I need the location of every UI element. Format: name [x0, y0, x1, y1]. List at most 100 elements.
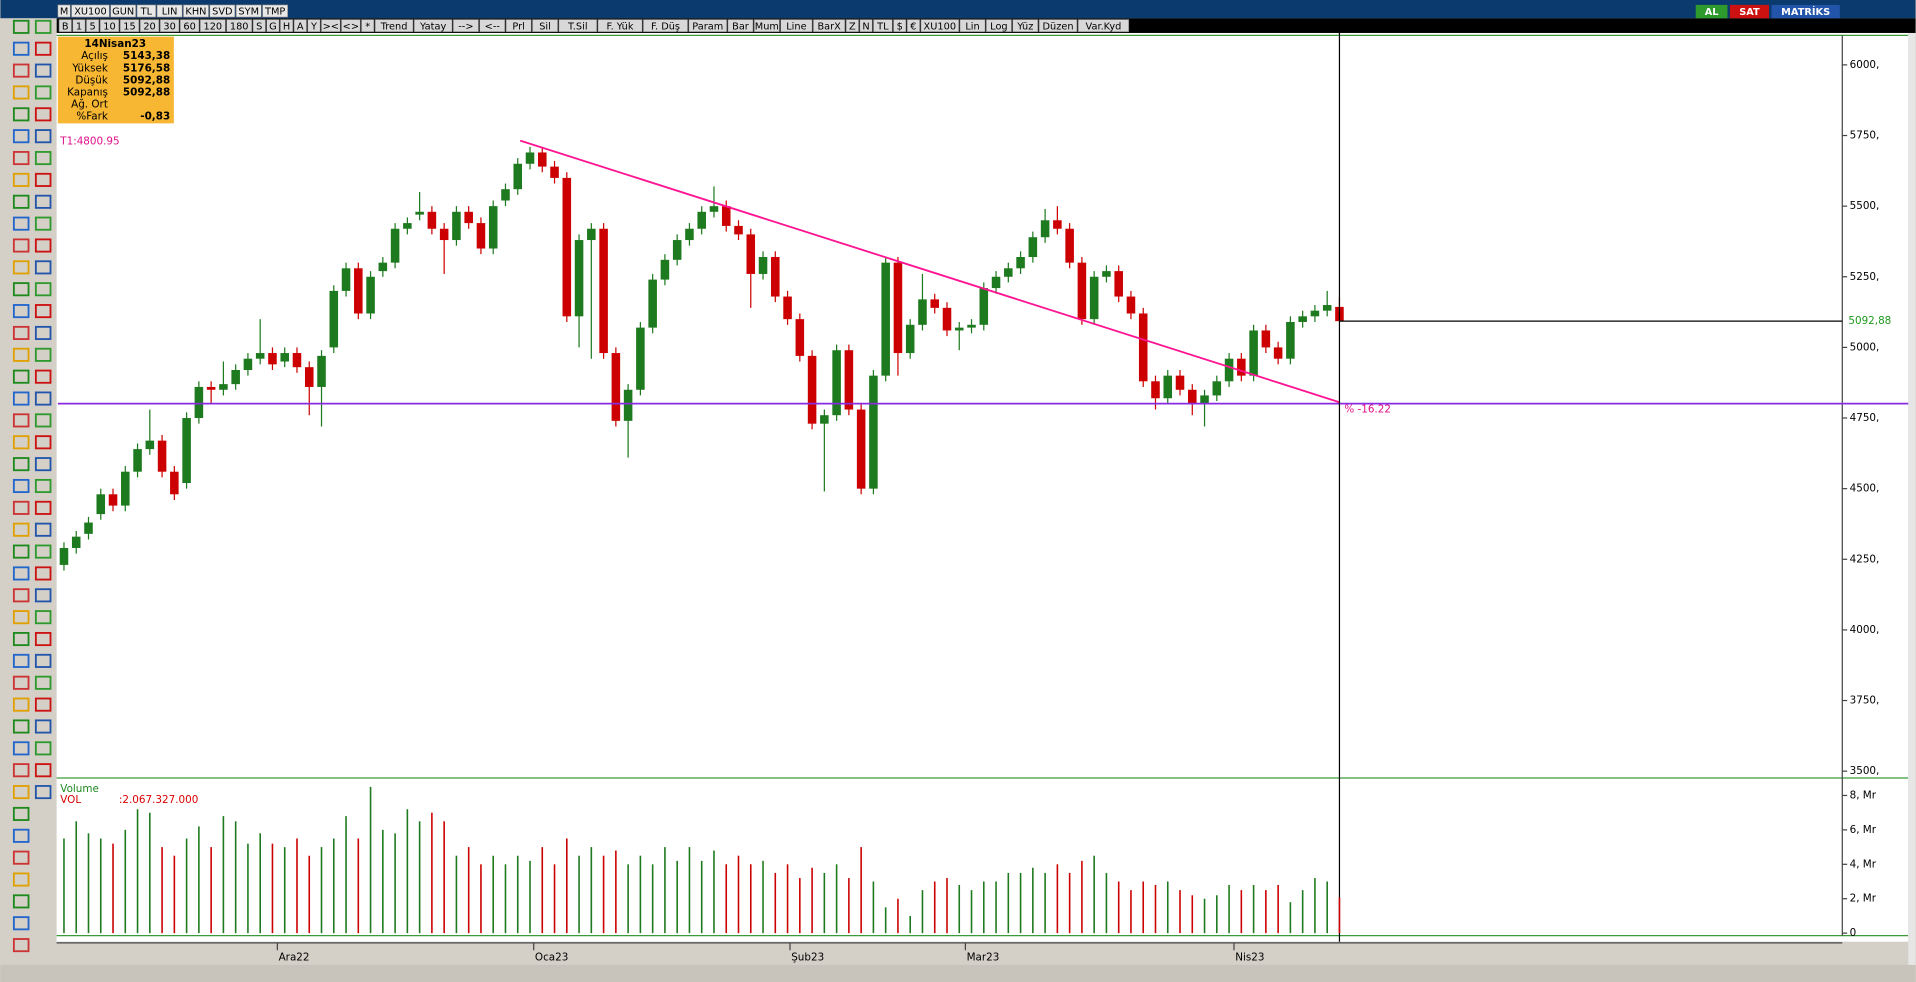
- tool-icon[interactable]: [34, 282, 52, 297]
- tool-icon[interactable]: [34, 632, 52, 647]
- tool-icon[interactable]: [34, 697, 52, 712]
- toolbar-button[interactable]: [57, 4, 71, 18]
- tool-icon[interactable]: [34, 719, 52, 734]
- tool-icon[interactable]: [12, 850, 30, 865]
- toolbar-button[interactable]: [183, 4, 209, 18]
- toolbar-button[interactable]: [110, 4, 137, 18]
- tool-icon[interactable]: [12, 697, 30, 712]
- toolbar-button[interactable]: [1012, 19, 1039, 33]
- toolbar-button[interactable]: [986, 19, 1012, 33]
- toolbar-button[interactable]: [873, 19, 893, 33]
- tool-icon[interactable]: [34, 85, 52, 100]
- toolbar-button[interactable]: [727, 19, 754, 33]
- tool-icon[interactable]: [12, 85, 30, 100]
- tool-icon[interactable]: [12, 675, 30, 690]
- tool-icon[interactable]: [34, 675, 52, 690]
- toolbar-button[interactable]: [139, 19, 160, 33]
- toolbar-button[interactable]: [226, 19, 253, 33]
- tool-icon[interactable]: [34, 304, 52, 319]
- toolbar-button[interactable]: [906, 19, 920, 33]
- tool-icon[interactable]: [12, 806, 30, 821]
- toolbar-button[interactable]: [859, 19, 873, 33]
- toolbar-button[interactable]: [136, 4, 157, 18]
- tool-icon[interactable]: [12, 938, 30, 953]
- toolbar-button[interactable]: [341, 19, 361, 33]
- toolbar-button[interactable]: [307, 19, 321, 33]
- toolbar-button[interactable]: [1038, 19, 1078, 33]
- toolbar-button[interactable]: [453, 19, 479, 33]
- toolbar-button[interactable]: [597, 19, 643, 33]
- tool-icon[interactable]: [34, 151, 52, 166]
- tool-icon[interactable]: [12, 457, 30, 472]
- tool-icon[interactable]: [12, 325, 30, 340]
- tool-icon[interactable]: [12, 194, 30, 209]
- toolbar-button[interactable]: [780, 19, 813, 33]
- toolbar-button[interactable]: [99, 19, 120, 33]
- tool-icon[interactable]: [34, 172, 52, 187]
- tool-icon[interactable]: [34, 763, 52, 778]
- tool-icon[interactable]: [12, 632, 30, 647]
- tool-icon[interactable]: [34, 63, 52, 78]
- tool-icon[interactable]: [34, 347, 52, 362]
- tool-icon[interactable]: [34, 107, 52, 122]
- toolbar-button[interactable]: [361, 19, 375, 33]
- toolbar-button[interactable]: [558, 19, 598, 33]
- toolbar-button[interactable]: [413, 19, 453, 33]
- tool-icon[interactable]: [12, 19, 30, 34]
- toolbar-button[interactable]: [262, 4, 289, 18]
- tool-icon[interactable]: [34, 457, 52, 472]
- tool-icon[interactable]: [34, 741, 52, 756]
- tool-icon[interactable]: [12, 828, 30, 843]
- toolbar-button[interactable]: [266, 19, 280, 33]
- tool-icon[interactable]: [34, 194, 52, 209]
- tool-icon[interactable]: [34, 522, 52, 537]
- tool-icon[interactable]: [34, 588, 52, 603]
- toolbar-button[interactable]: [199, 19, 226, 33]
- toolbar-button[interactable]: [321, 19, 341, 33]
- toolbar-button[interactable]: [374, 19, 414, 33]
- tool-icon[interactable]: [12, 129, 30, 144]
- tool-icon[interactable]: [34, 566, 52, 581]
- toolbar-button[interactable]: [86, 19, 100, 33]
- toolbar-button[interactable]: [119, 19, 140, 33]
- tool-icon[interactable]: [34, 610, 52, 625]
- toolbar-button[interactable]: [753, 19, 780, 33]
- tool-icon[interactable]: [34, 435, 52, 450]
- toolbar-button[interactable]: [959, 19, 986, 33]
- tool-icon[interactable]: [12, 347, 30, 362]
- tool-icon[interactable]: [12, 260, 30, 275]
- toolbar-button[interactable]: [252, 19, 266, 33]
- tool-icon[interactable]: [12, 478, 30, 494]
- tool-icon[interactable]: [12, 544, 30, 559]
- toolbar-button[interactable]: [479, 19, 506, 33]
- tool-icon[interactable]: [12, 369, 30, 384]
- toolbar-button[interactable]: [643, 19, 688, 33]
- toolbar-button[interactable]: [1695, 4, 1728, 19]
- tool-icon[interactable]: [12, 304, 30, 319]
- tool-icon[interactable]: [12, 413, 30, 428]
- tool-icon[interactable]: [12, 391, 30, 406]
- toolbar-button[interactable]: [1077, 19, 1130, 33]
- tool-icon[interactable]: [12, 785, 30, 800]
- tool-icon[interactable]: [34, 369, 52, 384]
- toolbar-button[interactable]: [893, 19, 907, 33]
- tool-icon[interactable]: [34, 41, 52, 56]
- tool-icon[interactable]: [12, 610, 30, 625]
- toolbar-button[interactable]: [159, 19, 180, 33]
- tool-icon[interactable]: [34, 544, 52, 559]
- tool-icon[interactable]: [12, 500, 30, 515]
- toolbar-button[interactable]: [72, 19, 86, 33]
- tool-icon[interactable]: [34, 129, 52, 144]
- toolbar-button[interactable]: [1771, 4, 1840, 19]
- toolbar-button[interactable]: [293, 19, 307, 33]
- toolbar-button[interactable]: [688, 19, 727, 33]
- tool-icon[interactable]: [34, 216, 52, 231]
- toolbar-button[interactable]: [156, 4, 183, 18]
- toolbar-button[interactable]: [920, 19, 960, 33]
- toolbar-button[interactable]: [71, 4, 110, 18]
- tool-icon[interactable]: [34, 500, 52, 515]
- tool-icon[interactable]: [12, 435, 30, 450]
- toolbar-button[interactable]: [280, 19, 294, 33]
- tool-icon[interactable]: [12, 763, 30, 778]
- tool-icon[interactable]: [12, 566, 30, 581]
